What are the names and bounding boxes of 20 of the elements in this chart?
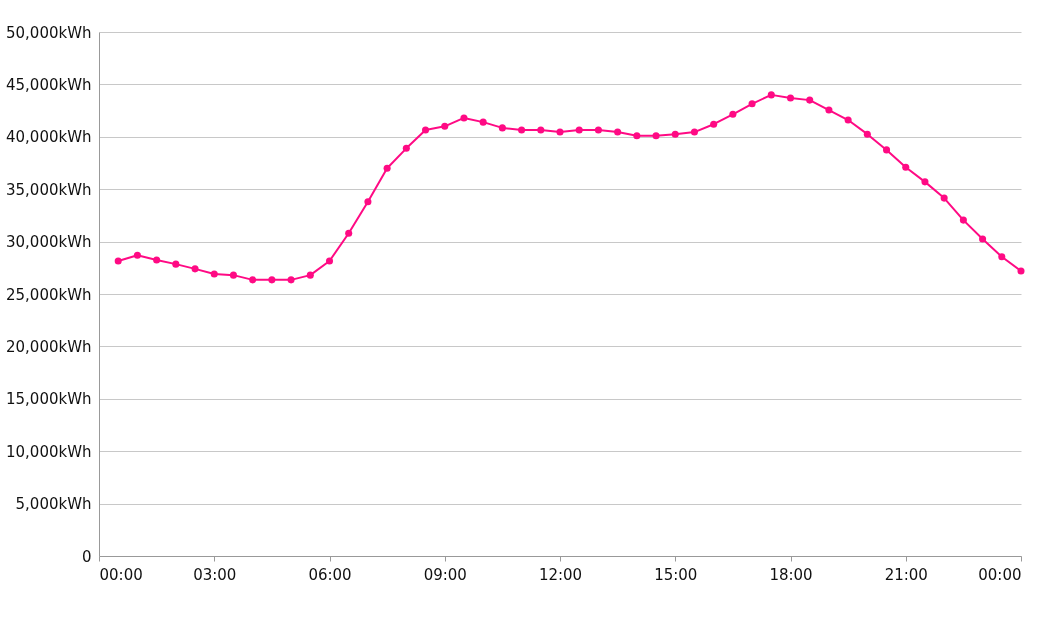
y-tick-label: 50,000kWh xyxy=(5,23,92,42)
y-tick-label: 15,000kWh xyxy=(5,390,92,409)
x-tick-label: 03:00 xyxy=(193,565,237,584)
x-tick-label: 00:00 xyxy=(978,565,1022,584)
y-tick-label: 25,000kWh xyxy=(5,285,92,304)
x-tick-label: 00:00 xyxy=(99,565,143,584)
y-tick-label: 40,000kWh xyxy=(5,128,92,147)
x-tick-label: 21:00 xyxy=(884,565,928,584)
x-tick-label: 09:00 xyxy=(423,565,467,584)
x-tick-label: 06:00 xyxy=(308,565,352,584)
y-tick-label: 0 xyxy=(81,547,92,566)
y-tick-label: 10,000kWh xyxy=(5,442,92,461)
x-tick-label: 12:00 xyxy=(538,565,583,584)
y-tick-label: 5,000kWh xyxy=(15,495,92,514)
x-tick-label: 18:00 xyxy=(769,565,813,584)
y-tick-label: 20,000kWh xyxy=(5,337,92,356)
y-tick-label: 35,000kWh xyxy=(5,180,92,199)
x-tick-label: 15:00 xyxy=(654,565,698,584)
y-tick-label: 45,000kWh xyxy=(5,75,92,94)
y-tick-label: 30,000kWh xyxy=(5,233,92,252)
